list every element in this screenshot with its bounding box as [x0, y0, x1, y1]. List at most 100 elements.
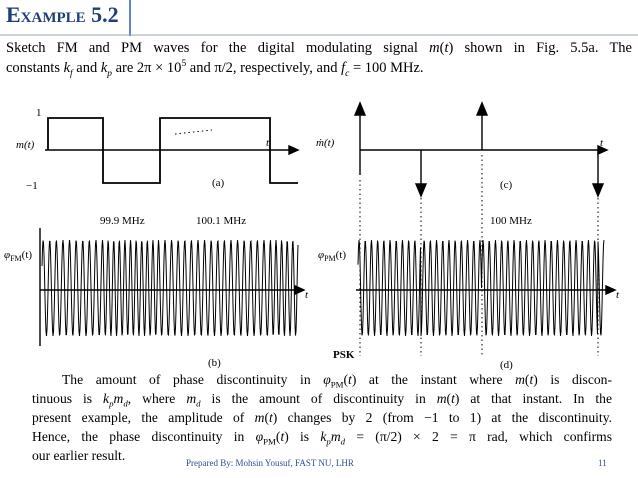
panel-d — [356, 240, 617, 336]
arrow — [353, 101, 367, 116]
argument: (t) — [336, 249, 347, 261]
caption: (c) — [500, 179, 513, 191]
math: p — [109, 398, 114, 409]
text: 5 — [181, 59, 187, 70]
math: t — [280, 429, 285, 444]
dots — [174, 129, 213, 135]
math: t — [451, 391, 455, 406]
paragraph-line: present example, the amplitude of m(t) c… — [32, 410, 612, 426]
math: f — [341, 60, 346, 76]
text: Hence, the phase discontinuity in — [32, 429, 256, 444]
math: m — [330, 429, 341, 444]
arrow — [475, 101, 489, 116]
symbol: φ — [4, 249, 10, 261]
text: ) at the instant where — [351, 372, 516, 387]
label: 1 — [36, 107, 42, 119]
label: m(t) — [16, 139, 35, 151]
panel-a — [45, 117, 300, 184]
text: ( — [446, 391, 452, 406]
paragraph-line: our earlier result. — [32, 448, 612, 464]
math: m — [436, 391, 447, 406]
paragraph-line: Hence, the phase discontinuity in φPM(t)… — [32, 429, 612, 447]
panel-b — [39, 228, 306, 346]
arrow — [288, 144, 300, 156]
math: t — [348, 372, 352, 387]
math: k — [63, 60, 71, 76]
text: are 2π × 10 — [111, 60, 182, 76]
text: our earlier result. — [32, 448, 126, 463]
text: shown in Fig. 5.5a. The — [453, 40, 632, 56]
label: φFM(t) — [4, 249, 32, 263]
math: m — [429, 40, 440, 56]
text: ) — [272, 410, 278, 425]
label: φPM(t) — [318, 249, 346, 263]
page-number: 11 — [598, 458, 607, 468]
math: m — [515, 372, 525, 387]
text: Sketch FM and PM waves for the digital m… — [6, 40, 430, 56]
math: t — [444, 40, 449, 56]
math: d — [196, 398, 201, 409]
text: = 100 MHz. — [349, 60, 424, 76]
text: at that instant. In the — [459, 391, 613, 406]
panel-c — [353, 101, 609, 356]
psk-note: PSK — [333, 349, 355, 361]
argument: (t) — [22, 249, 33, 261]
math: k — [103, 391, 110, 406]
label: t — [305, 289, 309, 301]
math: m — [254, 410, 265, 425]
text: and — [72, 60, 101, 76]
label: −1 — [26, 180, 38, 192]
paragraph-line: The amount of phase discontinuity in φPM… — [32, 372, 612, 390]
text: The amount of phase discontinuity in — [62, 372, 324, 387]
math: d — [123, 398, 128, 409]
arrow — [605, 284, 617, 296]
caption: (d) — [500, 359, 513, 371]
math: PM — [263, 436, 276, 447]
math: φ — [255, 429, 264, 444]
math: m — [186, 391, 197, 406]
label: 100 MHz — [490, 215, 532, 227]
intro-line: Sketch FM and PM waves for the digital m… — [6, 40, 632, 57]
arrow — [591, 183, 605, 198]
text: and π/2, respectively, and — [186, 60, 342, 76]
text: ) — [533, 372, 538, 387]
text: ( — [524, 372, 530, 387]
text: ) — [454, 391, 460, 406]
text: is discon- — [537, 372, 612, 387]
text: , where — [127, 391, 187, 406]
math: PM — [330, 379, 344, 390]
square-wave — [47, 117, 298, 184]
math: p — [107, 68, 112, 79]
math: c — [345, 68, 350, 79]
pm-wave — [357, 240, 605, 336]
text: is the amount of discontinuity in — [200, 391, 437, 406]
label: t — [600, 137, 604, 149]
title: Example 5.2 — [6, 2, 119, 27]
caption: (a) — [212, 177, 225, 189]
text: ) — [448, 40, 454, 56]
text: ( — [264, 410, 269, 425]
caption: (b) — [208, 357, 221, 369]
math: k — [100, 60, 108, 76]
paragraph-line: tinuous is kpmd, where md is the amount … — [32, 391, 613, 409]
math: m — [113, 391, 124, 406]
intro-line: constants kf and kp are 2π × 105 and π/2… — [6, 59, 632, 79]
label: t — [266, 137, 270, 149]
arrow — [294, 284, 306, 296]
text: changes by 2 (from −1 to 1) at the disco… — [277, 410, 613, 425]
subscript: PM — [324, 254, 336, 263]
text: ) is — [284, 429, 321, 444]
math: t — [269, 410, 273, 425]
label: t — [616, 289, 620, 301]
label: 100.1 MHz — [196, 215, 246, 227]
math: d — [340, 436, 346, 447]
label: ṁ(t) — [316, 137, 335, 149]
fm-wave — [41, 239, 299, 337]
text: ( — [275, 429, 281, 444]
text: present example, the amplitude of — [32, 410, 255, 425]
math: f — [70, 68, 73, 79]
footer-credit: Prepared By: Mohsin Yousuf, FAST NU, LHR — [186, 458, 354, 468]
text: ( — [343, 372, 349, 387]
label: 99.9 MHz — [100, 215, 145, 227]
